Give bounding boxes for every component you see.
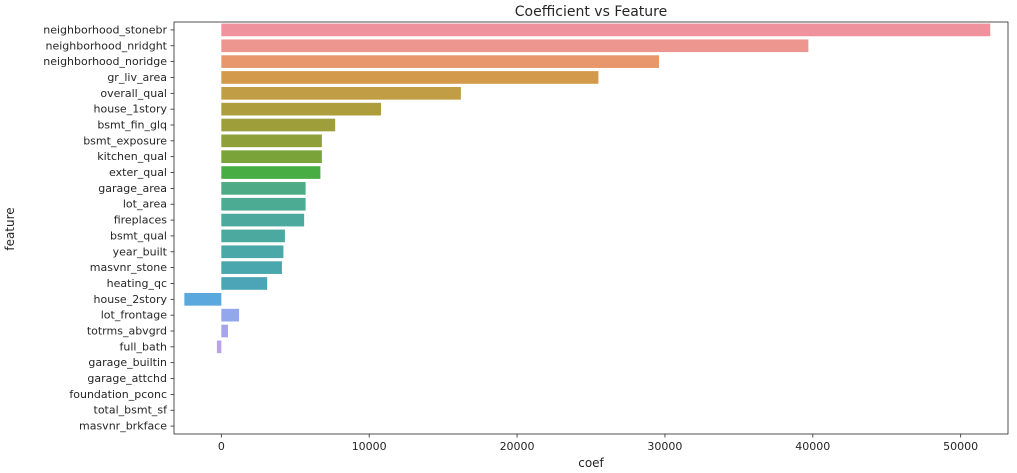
y-axis-ticks: neighborhood_stonebr neighborhood_nridght… bbox=[43, 23, 174, 433]
bar-garage_area bbox=[221, 182, 306, 195]
bar-bsmt_exposure bbox=[221, 134, 322, 148]
x-tick-label: 0 bbox=[218, 440, 225, 453]
y-axis-label: feature bbox=[3, 207, 17, 250]
y-tick-label: bsmt_qual bbox=[110, 229, 167, 242]
x-tick-label: 50000 bbox=[943, 440, 978, 453]
y-tick-label: house_2story bbox=[94, 293, 168, 306]
bar-full_bath bbox=[216, 340, 222, 354]
y-tick-label: fireplaces bbox=[114, 214, 168, 227]
chart-title: Coefficient vs Feature bbox=[515, 4, 667, 20]
bars-group bbox=[184, 23, 991, 354]
bar-neighborhood_stonebr bbox=[221, 23, 991, 37]
y-tick-label: foundation_pconc bbox=[69, 388, 167, 401]
y-tick-label: bsmt_exposure bbox=[83, 134, 167, 147]
bar-totrms_abvgrd bbox=[221, 324, 228, 338]
x-axis-ticks: 0 10000 20000 30000 40000 50000 bbox=[218, 434, 978, 453]
bar-house_1story bbox=[221, 102, 382, 116]
x-tick-label: 30000 bbox=[647, 440, 682, 453]
bar-house_2story bbox=[184, 292, 222, 306]
y-tick-label: totrms_abvgrd bbox=[87, 325, 167, 338]
bar-overall_qual bbox=[221, 86, 461, 100]
bar-bsmt_qual bbox=[221, 229, 285, 243]
y-tick-label: garage_builtin bbox=[88, 356, 167, 369]
y-tick-label: neighborhood_stonebr bbox=[43, 23, 167, 36]
bar-lot_frontage bbox=[221, 308, 240, 322]
y-tick-label: exter_qual bbox=[109, 166, 167, 179]
y-tick-label: full_bath bbox=[120, 340, 167, 353]
y-tick-label: garage_attchd bbox=[87, 372, 167, 385]
y-tick-label: masvnr_brkface bbox=[79, 420, 167, 433]
y-tick-label: lot_area bbox=[123, 198, 167, 211]
y-tick-label: heating_qc bbox=[107, 277, 167, 290]
bar-neighborhood_nridght bbox=[221, 39, 809, 53]
y-tick-label: total_bsmt_sf bbox=[94, 404, 169, 417]
bar-heating_qc bbox=[221, 277, 268, 290]
bar-masvnr_stone bbox=[221, 261, 282, 274]
bar-neighborhood_noridge bbox=[221, 55, 660, 68]
bar-gr_liv_area bbox=[221, 71, 599, 84]
y-tick-label: neighborhood_noridge bbox=[43, 55, 167, 68]
y-tick-label: lot_frontage bbox=[101, 309, 167, 322]
bar-fireplaces bbox=[221, 213, 305, 227]
y-tick-label: bsmt_fin_glq bbox=[97, 119, 167, 132]
y-tick-label: year_built bbox=[113, 245, 168, 258]
x-tick-label: 20000 bbox=[500, 440, 535, 453]
y-tick-label: garage_area bbox=[98, 182, 167, 195]
plot-frame bbox=[173, 21, 1009, 435]
y-tick-label: house_1story bbox=[94, 103, 168, 116]
bar-year_built bbox=[221, 245, 284, 259]
x-tick-label: 40000 bbox=[795, 440, 830, 453]
x-axis-label: coef bbox=[578, 456, 604, 470]
y-tick-label: gr_liv_area bbox=[107, 71, 167, 84]
y-tick-label: overall_qual bbox=[100, 87, 167, 100]
y-tick-label: neighborhood_nridght bbox=[45, 39, 167, 52]
bar-kitchen_qual bbox=[221, 150, 322, 164]
bar-lot_area bbox=[221, 197, 306, 211]
y-tick-label: kitchen_qual bbox=[97, 150, 167, 163]
x-tick-label: 10000 bbox=[352, 440, 387, 453]
y-tick-label: masvnr_stone bbox=[90, 261, 167, 274]
bar-bsmt_fin_glq bbox=[221, 118, 336, 132]
bar-exter_qual bbox=[221, 166, 321, 179]
